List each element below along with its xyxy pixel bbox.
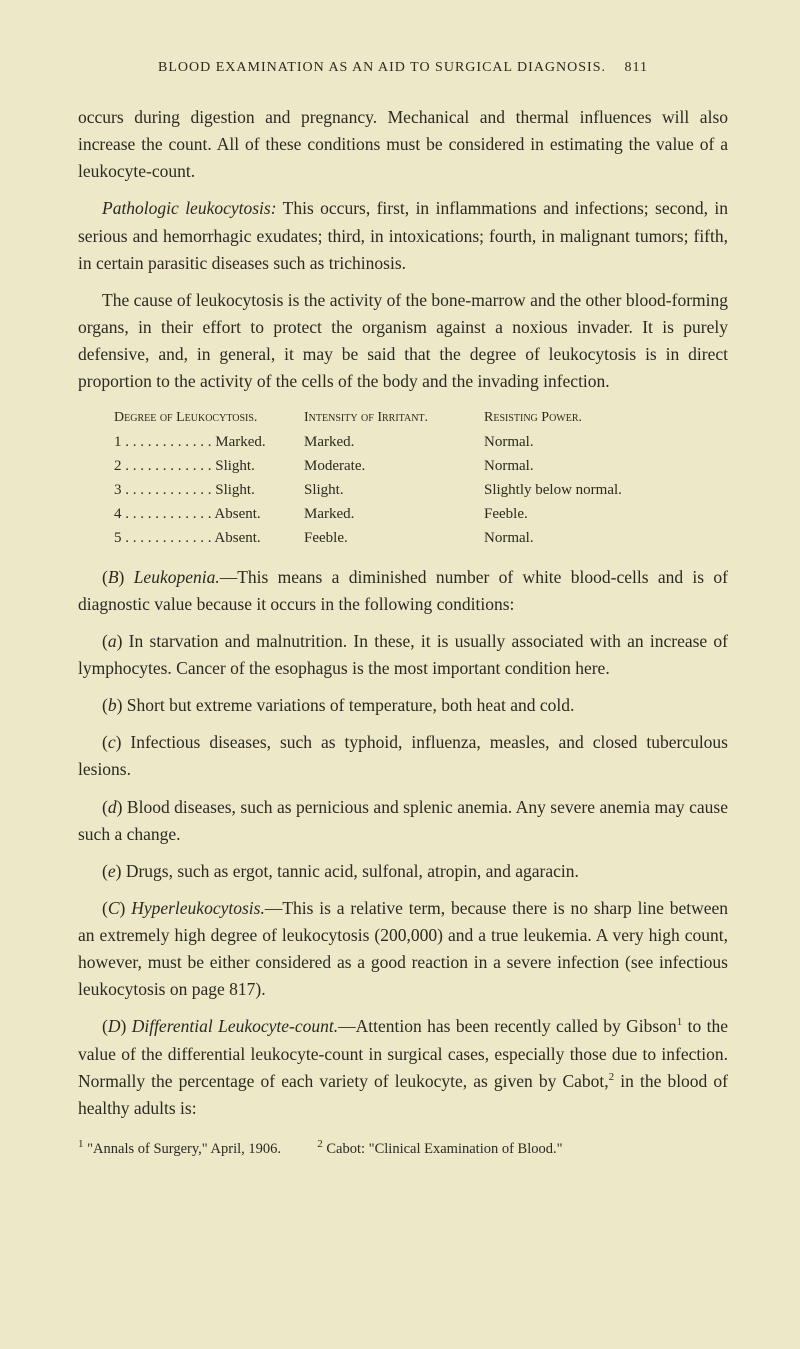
letter-C: C — [108, 898, 120, 918]
letter-e: e — [108, 861, 116, 881]
cell: Feeble. — [304, 526, 484, 550]
item-b-text: Short but extreme variations of temperat… — [127, 695, 575, 715]
table-row: 5 . . . . . . . . . . . . Absent. Feeble… — [114, 526, 728, 550]
item-d-text: Blood diseases, such as pernicious and s… — [78, 797, 728, 844]
paren-close: ) — [117, 695, 127, 715]
cell: Normal. — [484, 526, 714, 550]
footnote-2-text: Cabot: "Clinical Examination of Blood." — [323, 1141, 563, 1157]
paragraph-C: (C) Hyperleukocytosis.—This is a relativ… — [78, 895, 728, 1004]
paragraph-2: Pathologic leukocytosis: This occurs, fi… — [78, 195, 728, 276]
table-header-row: Degree of Leukocytosis. Intensity of Irr… — [114, 407, 728, 429]
page-number: 811 — [625, 60, 648, 75]
table-row: 3 . . . . . . . . . . . . Slight. Slight… — [114, 478, 728, 502]
paren-close: ) — [119, 567, 134, 587]
item-a-text: In starvation and malnutrition. In these… — [78, 631, 728, 678]
paragraph-2-lead: Pathologic leukocytosis: — [102, 198, 277, 218]
cell: Feeble. — [484, 502, 714, 526]
letter-a: a — [108, 631, 117, 651]
cell: Slight. — [304, 478, 484, 502]
cell: Marked. — [304, 430, 484, 454]
cell: 2 . . . . . . . . . . . . Slight. — [114, 454, 304, 478]
letter-d: d — [108, 797, 117, 817]
cell: Marked. — [304, 502, 484, 526]
th-intensity: Intensity of Irritant. — [304, 407, 484, 429]
paren-close: ) — [117, 631, 129, 651]
item-b: (b) Short but extreme variations of temp… — [78, 692, 728, 719]
cell: 5 . . . . . . . . . . . . Absent. — [114, 526, 304, 550]
paren-close: ) — [117, 797, 127, 817]
item-e-text: Drugs, such as ergot, tannic acid, sulfo… — [126, 861, 579, 881]
cell: 1 . . . . . . . . . . . . Marked. — [114, 430, 304, 454]
th-power: Resisting Power. — [484, 407, 714, 429]
table-row: 1 . . . . . . . . . . . . Marked. Marked… — [114, 430, 728, 454]
paren-close: ) — [120, 1016, 131, 1036]
th-degree: Degree of Leukocytosis. — [114, 407, 304, 429]
term-hyperleukocytosis: Hyperleukocytosis. — [131, 898, 265, 918]
letter-B: B — [108, 567, 119, 587]
item-c-text: Infectious diseases, such as typhoid, in… — [78, 732, 728, 779]
cell: Normal. — [484, 454, 714, 478]
paragraph-1: occurs during digestion and pregnancy. M… — [78, 104, 728, 185]
paren-close: ) — [116, 861, 126, 881]
leukocytosis-table: Degree of Leukocytosis. Intensity of Irr… — [114, 407, 728, 549]
header-title: BLOOD EXAMINATION AS AN AID TO SURGICAL … — [158, 60, 606, 75]
paragraph-D: (D) Differential Leukocyte-count.—Attent… — [78, 1013, 728, 1122]
paren-close: ) — [116, 732, 131, 752]
letter-D: D — [108, 1016, 121, 1036]
cell: 4 . . . . . . . . . . . . Absent. — [114, 502, 304, 526]
table-row: 4 . . . . . . . . . . . . Absent. Marked… — [114, 502, 728, 526]
page-header: BLOOD EXAMINATION AS AN AID TO SURGICAL … — [78, 60, 728, 76]
cell: Moderate. — [304, 454, 484, 478]
term-leukopenia: Leukopenia. — [134, 567, 220, 587]
cell: 3 . . . . . . . . . . . . Slight. — [114, 478, 304, 502]
footnotes: 1 "Annals of Surgery," April, 1906. 2 Ca… — [78, 1138, 728, 1158]
term-differential: Differential Leukocyte-count. — [132, 1016, 338, 1036]
item-e: (e) Drugs, such as ergot, tannic acid, s… — [78, 858, 728, 885]
cell: Normal. — [484, 430, 714, 454]
letter-c: c — [108, 732, 116, 752]
paren-close: ) — [120, 898, 132, 918]
item-d: (d) Blood diseases, such as pernicious a… — [78, 794, 728, 848]
table-row: 2 . . . . . . . . . . . . Slight. Modera… — [114, 454, 728, 478]
cell: Slightly below normal. — [484, 478, 714, 502]
item-c: (c) Infectious diseases, such as typhoid… — [78, 729, 728, 783]
footnote-1-text: "Annals of Surgery," April, 1906. — [84, 1141, 282, 1157]
paragraph-D-rest1: —Attention has been recently called by G… — [338, 1016, 677, 1036]
letter-b: b — [108, 695, 117, 715]
paragraph-B: (B) Leukopenia.—This means a diminished … — [78, 564, 728, 618]
item-a: (a) In starvation and malnutrition. In t… — [78, 628, 728, 682]
paragraph-3: The cause of leukocytosis is the activit… — [78, 287, 728, 396]
